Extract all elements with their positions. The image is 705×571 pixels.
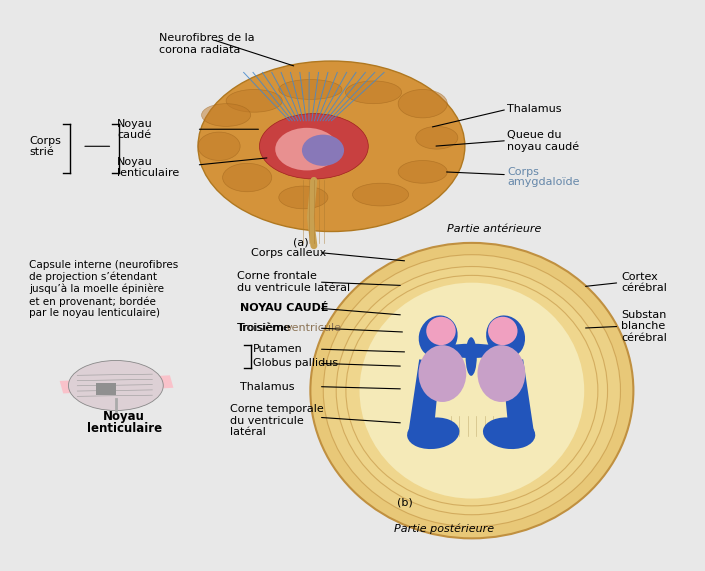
Text: Corne frontale: Corne frontale: [237, 271, 317, 282]
Text: caudé: caudé: [117, 130, 152, 140]
Text: NOYAU CAUDÉ: NOYAU CAUDÉ: [240, 303, 329, 313]
Ellipse shape: [491, 350, 520, 389]
Text: Neurofibres de la: Neurofibres de la: [159, 33, 255, 43]
Ellipse shape: [259, 114, 368, 179]
Text: du ventricule latéral: du ventricule latéral: [237, 283, 350, 293]
Ellipse shape: [226, 90, 282, 112]
Text: ventricule: ventricule: [286, 323, 342, 333]
Ellipse shape: [416, 126, 458, 149]
Ellipse shape: [198, 132, 240, 160]
Text: Globus pallidus: Globus pallidus: [253, 359, 338, 368]
Text: Corps: Corps: [507, 167, 539, 177]
Text: lenticulaire: lenticulaire: [87, 422, 162, 435]
Polygon shape: [409, 359, 441, 436]
Text: (b): (b): [398, 497, 413, 508]
Text: Noyau: Noyau: [104, 409, 145, 423]
Ellipse shape: [477, 345, 525, 402]
Text: Noyau: Noyau: [117, 156, 153, 167]
Text: Corps calleux: Corps calleux: [251, 248, 326, 258]
Text: lenticulaire: lenticulaire: [117, 168, 180, 178]
Ellipse shape: [488, 317, 517, 345]
Text: (a): (a): [293, 238, 308, 248]
Ellipse shape: [360, 283, 584, 498]
Text: Capsule interne (neurofibres
de projection s’étendant
jusqu’à la moelle épinière: Capsule interne (neurofibres de projecti…: [30, 260, 179, 318]
Text: Corps: Corps: [30, 135, 61, 146]
Text: latéral: latéral: [230, 427, 266, 437]
Text: Putamen: Putamen: [253, 344, 302, 354]
Ellipse shape: [434, 344, 508, 358]
Text: Cortex: Cortex: [621, 272, 658, 282]
Text: Thalamus: Thalamus: [240, 381, 295, 392]
Ellipse shape: [278, 79, 342, 99]
Ellipse shape: [483, 417, 535, 449]
Ellipse shape: [465, 337, 477, 376]
Ellipse shape: [352, 183, 409, 206]
Ellipse shape: [278, 186, 328, 209]
Ellipse shape: [398, 160, 447, 183]
Text: cérébral: cérébral: [621, 333, 668, 343]
Ellipse shape: [486, 315, 525, 358]
Ellipse shape: [275, 128, 338, 170]
Ellipse shape: [302, 135, 344, 166]
Ellipse shape: [419, 345, 466, 402]
Ellipse shape: [202, 104, 251, 126]
Ellipse shape: [427, 317, 455, 345]
Polygon shape: [60, 375, 173, 393]
Text: Substan: Substan: [621, 310, 667, 320]
Text: Troisième: Troisième: [238, 323, 295, 333]
Ellipse shape: [336, 267, 608, 514]
Ellipse shape: [424, 350, 453, 389]
Ellipse shape: [407, 417, 460, 449]
Bar: [96, 383, 116, 395]
Ellipse shape: [324, 255, 620, 526]
Text: Noyau: Noyau: [117, 119, 153, 128]
Text: Partie antérieure: Partie antérieure: [447, 224, 541, 234]
Text: noyau caudé: noyau caudé: [507, 141, 579, 151]
Text: du ventricule: du ventricule: [230, 416, 303, 426]
Text: strié: strié: [30, 147, 54, 157]
Ellipse shape: [419, 315, 458, 358]
Text: Corne temporale: Corne temporale: [230, 404, 324, 415]
Text: corona radiata: corona radiata: [159, 45, 241, 55]
Ellipse shape: [345, 81, 402, 104]
Ellipse shape: [68, 360, 164, 411]
Text: Troisième: Troisième: [237, 323, 290, 333]
Ellipse shape: [198, 61, 465, 231]
Ellipse shape: [346, 275, 598, 506]
Text: amygdaloïde: amygdaloïde: [507, 177, 580, 187]
Ellipse shape: [223, 163, 271, 192]
Text: Queue du: Queue du: [507, 130, 561, 140]
Ellipse shape: [310, 243, 633, 538]
Ellipse shape: [398, 90, 447, 118]
Text: cérébral: cérébral: [621, 283, 668, 293]
Text: Partie postérieure: Partie postérieure: [393, 524, 494, 534]
Text: Thalamus: Thalamus: [507, 104, 561, 114]
Text: blanche: blanche: [621, 321, 666, 331]
Polygon shape: [502, 359, 534, 436]
